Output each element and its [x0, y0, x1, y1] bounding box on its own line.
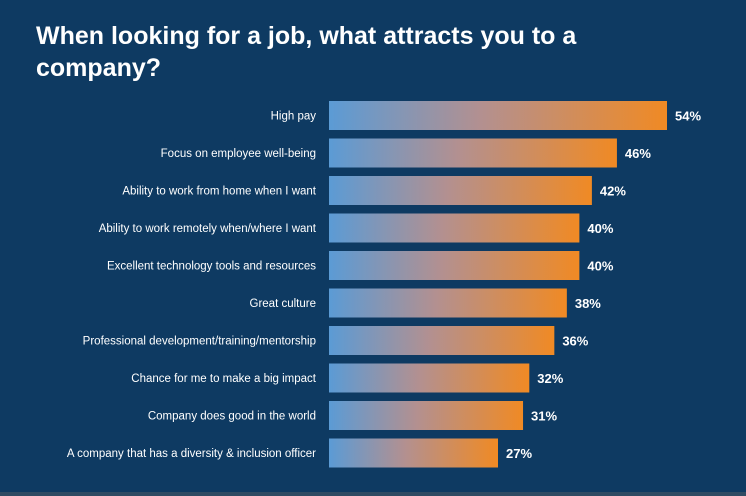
value-label: 38%	[575, 296, 601, 311]
value-label: 40%	[587, 259, 613, 274]
value-label: 31%	[531, 409, 557, 424]
value-label: 27%	[506, 446, 532, 461]
bar	[329, 326, 555, 355]
bar	[329, 363, 530, 393]
value-label: 42%	[600, 184, 626, 199]
category-label: Great culture	[250, 298, 316, 310]
bar	[329, 438, 498, 468]
value-label: 46%	[625, 146, 651, 161]
category-label: Professional development/training/mentor…	[83, 336, 316, 348]
bar	[329, 176, 592, 205]
value-label: 54%	[675, 109, 701, 124]
value-label: 40%	[587, 221, 613, 236]
chart-title: When looking for a job, what attracts yo…	[36, 22, 577, 82]
category-label: A company that has a diversity & inclusi…	[67, 448, 316, 460]
footer-divider	[0, 492, 746, 496]
category-label: High pay	[271, 111, 317, 123]
category-label: Excellent technology tools and resources	[107, 261, 316, 273]
category-label: Company does good in the world	[148, 411, 316, 423]
value-label: 32%	[537, 371, 563, 386]
bar	[329, 138, 617, 168]
category-label: Focus on employee well-being	[161, 148, 316, 160]
bar	[329, 101, 667, 130]
category-label: Ability to work remotely when/where I wa…	[99, 223, 317, 235]
bar	[329, 213, 580, 243]
category-label: Chance for me to make a big impact	[131, 373, 317, 385]
value-label: 36%	[562, 334, 588, 349]
bar	[329, 251, 580, 280]
category-label: Ability to work from home when I want	[122, 186, 316, 198]
bar	[329, 288, 567, 318]
bar	[329, 401, 524, 430]
